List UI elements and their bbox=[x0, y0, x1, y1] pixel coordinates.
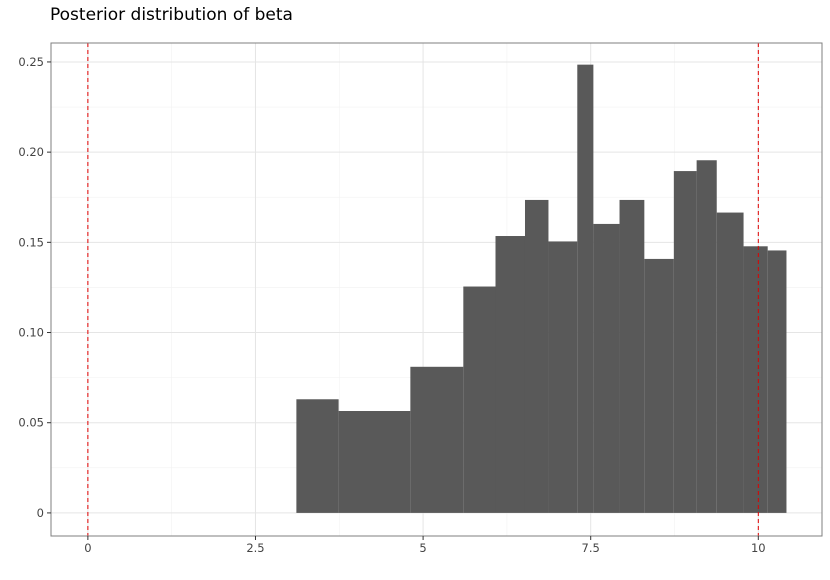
y-tick-label: 0 bbox=[37, 506, 44, 520]
histogram-bar bbox=[716, 212, 744, 513]
y-tick-label: 0.10 bbox=[18, 326, 44, 340]
x-tick-label: 5 bbox=[419, 541, 426, 555]
histogram-bar bbox=[338, 410, 411, 513]
histogram-bar bbox=[619, 199, 645, 513]
histogram-bar bbox=[548, 241, 578, 513]
histogram-bar bbox=[644, 258, 674, 513]
histogram-bars bbox=[296, 64, 787, 513]
x-tick-label: 2.5 bbox=[246, 541, 264, 555]
x-tick-label: 10 bbox=[751, 541, 766, 555]
histogram-bar bbox=[524, 199, 549, 513]
y-tick-label: 0.15 bbox=[18, 235, 44, 249]
histogram-bar bbox=[463, 286, 496, 513]
y-tick-label: 0.05 bbox=[18, 416, 44, 430]
panel-border bbox=[50, 42, 823, 537]
histogram-bar bbox=[593, 223, 620, 513]
x-tick-label: 7.5 bbox=[582, 541, 600, 555]
histogram-bar bbox=[577, 64, 594, 513]
y-tick-label: 0.20 bbox=[18, 145, 44, 159]
y-tick-labels: 0 0.05 0.10 0.15 0.20 0.25 bbox=[18, 55, 44, 520]
x-tick-label: 0 bbox=[84, 541, 91, 555]
y-tick-label: 0.25 bbox=[18, 55, 44, 69]
histogram-bar bbox=[767, 250, 787, 513]
axis-ticks bbox=[47, 61, 759, 540]
x-tick-labels: 0 2.5 5 7.5 10 bbox=[84, 541, 765, 555]
histogram-bar bbox=[743, 246, 768, 513]
histogram-bar bbox=[696, 160, 717, 513]
histogram-bar bbox=[410, 366, 464, 513]
histogram-bar bbox=[495, 236, 525, 513]
reference-lines bbox=[87, 43, 759, 536]
histogram-bar bbox=[673, 171, 697, 513]
chart-title: Posterior distribution of beta bbox=[50, 5, 293, 25]
histogram-bar bbox=[296, 399, 339, 513]
